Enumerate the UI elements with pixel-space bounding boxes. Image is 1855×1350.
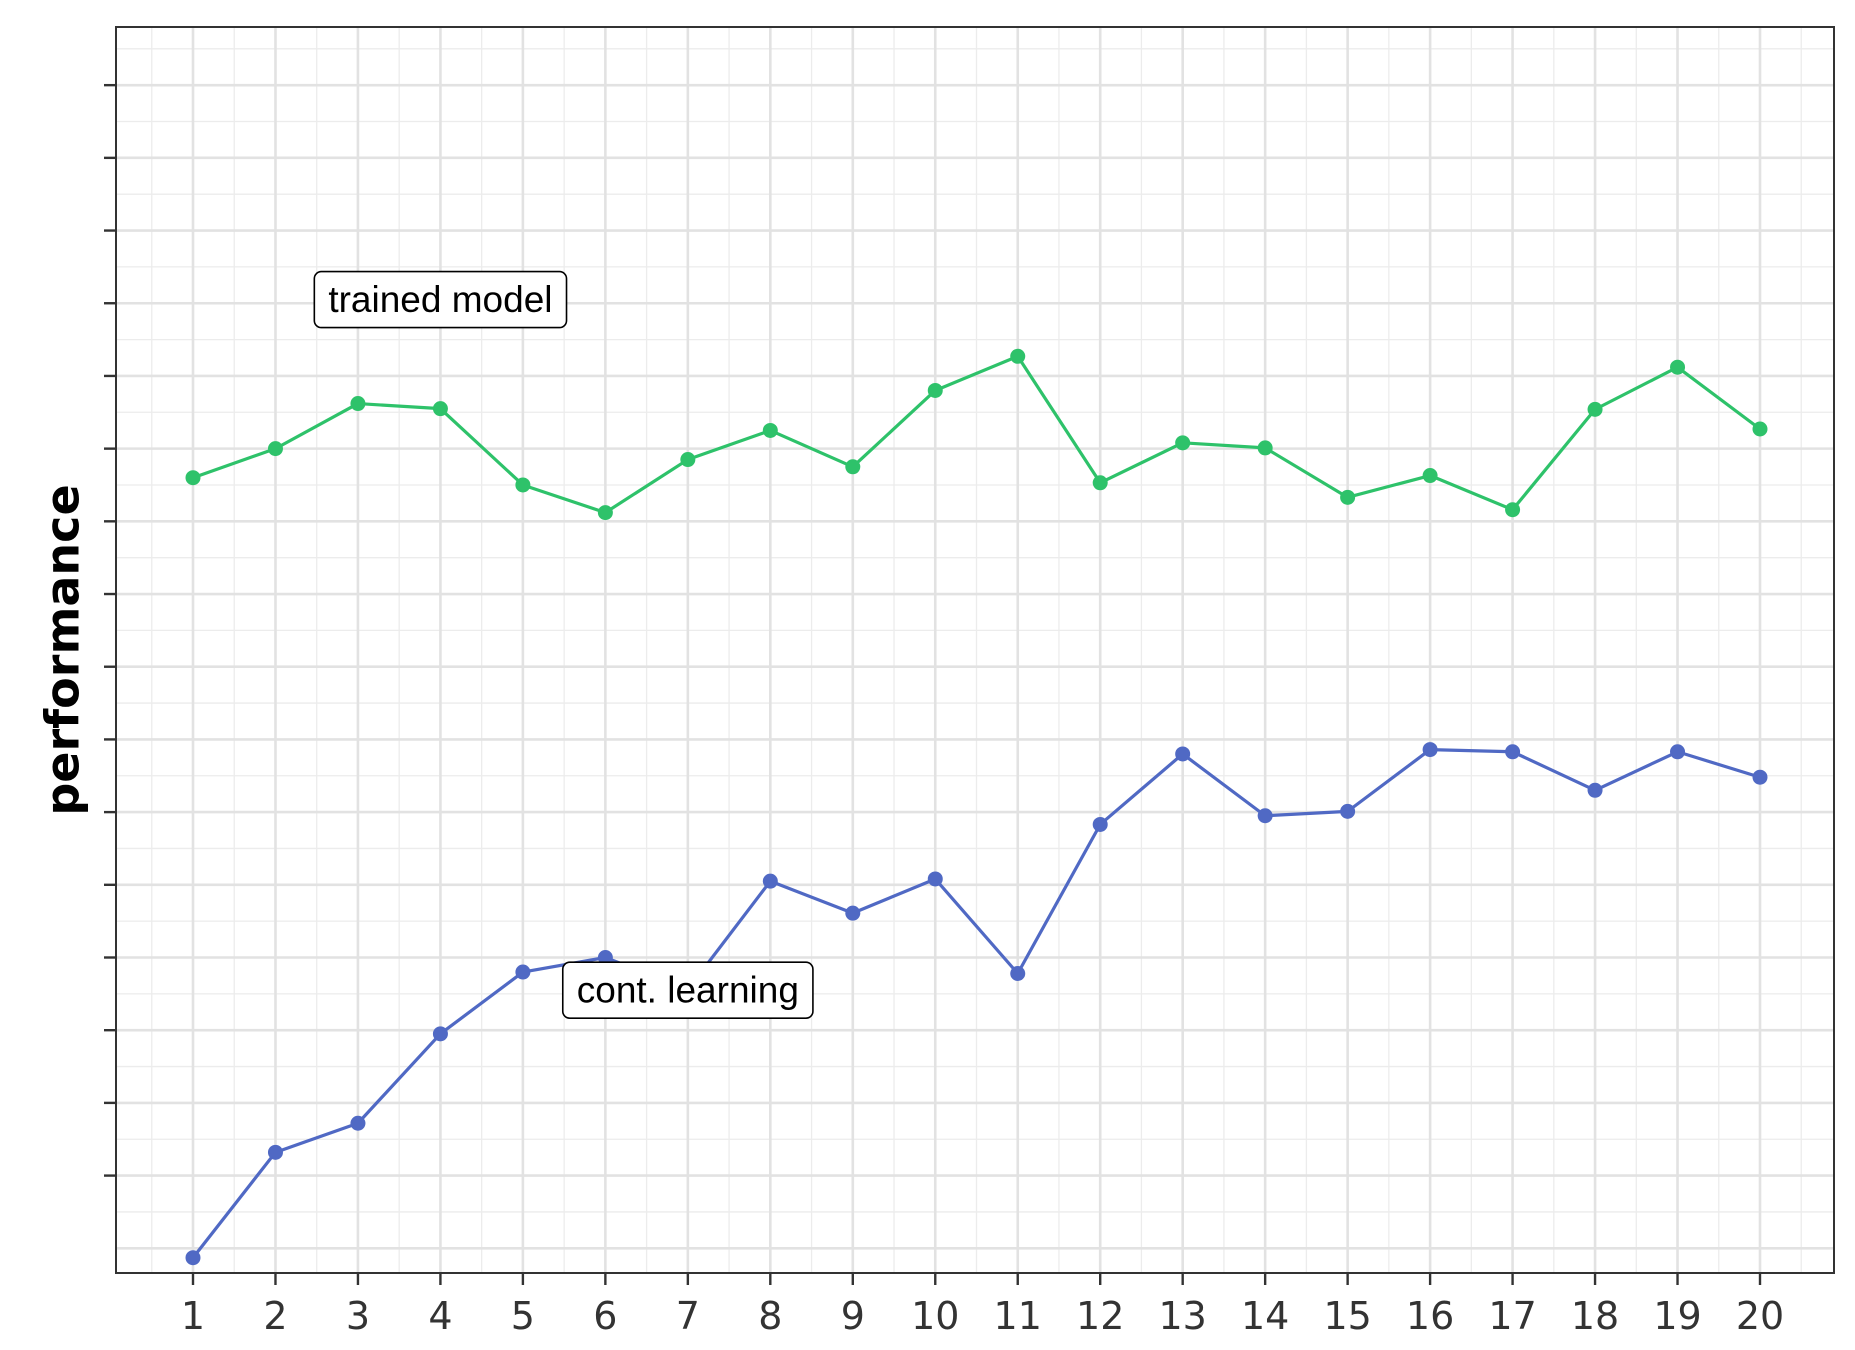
series-trained <box>185 348 1768 521</box>
data-point-trained <box>1505 502 1521 518</box>
x-tick-label: 2 <box>263 1294 287 1338</box>
data-point-trained <box>762 422 778 438</box>
y-axis-title: performance <box>36 484 90 815</box>
grid <box>116 27 1834 1273</box>
data-point-cont <box>1505 744 1521 760</box>
data-point-trained <box>515 477 531 493</box>
x-tick-label: 17 <box>1488 1294 1536 1338</box>
x-tick-label: 8 <box>758 1294 782 1338</box>
data-point-trained <box>1752 421 1768 437</box>
data-point-trained <box>597 505 613 521</box>
data-point-cont <box>267 1144 283 1160</box>
data-point-cont <box>1752 769 1768 785</box>
data-point-trained <box>1257 440 1273 456</box>
annotation-box <box>561 961 814 1020</box>
data-point-cont <box>1175 746 1191 762</box>
x-tick-label: 18 <box>1571 1294 1619 1338</box>
data-point-trained <box>845 459 861 475</box>
x-tick-label: 19 <box>1653 1294 1701 1338</box>
x-tick-label: 16 <box>1406 1294 1454 1338</box>
x-tick-label: 5 <box>511 1294 535 1338</box>
series-line-cont <box>191 747 1761 1259</box>
data-point-cont <box>1010 965 1026 981</box>
data-point-trained <box>1670 359 1686 375</box>
annotations: trained model cont. learning <box>313 270 814 1020</box>
x-tick-label: 20 <box>1736 1294 1784 1338</box>
plot-panel <box>116 27 1834 1273</box>
annotation-label: cont. learning <box>577 970 799 1011</box>
annotation-trained: trained model <box>313 270 568 329</box>
x-tick-label: 4 <box>428 1294 452 1338</box>
data-point-cont <box>1257 808 1273 824</box>
data-point-cont <box>1670 744 1686 760</box>
x-tick-label: 13 <box>1159 1294 1207 1338</box>
data-point-trained <box>680 452 696 468</box>
x-tick-label: 15 <box>1323 1294 1371 1338</box>
data-point-cont <box>432 1026 448 1042</box>
data-point-cont <box>597 950 613 966</box>
data-point-trained <box>1587 401 1603 417</box>
data-point-cont <box>350 1115 366 1131</box>
data-point-trained <box>350 396 366 412</box>
data-point-cont <box>1092 816 1108 832</box>
annotation-label: trained model <box>328 279 552 320</box>
data-point-trained <box>267 441 283 457</box>
data-point-cont <box>1422 742 1438 758</box>
data-point-trained <box>185 470 201 486</box>
axes: 1 2 3 4 5 6 7 8 9 10 11 12 13 14 15 16 17 18 19 20 <box>104 83 1784 1338</box>
plot-border <box>115 26 1835 1274</box>
x-tick-label: 9 <box>841 1294 865 1338</box>
series <box>185 348 1768 1266</box>
data-point-cont <box>1340 803 1356 819</box>
x-tick-label: 7 <box>676 1294 700 1338</box>
data-point-trained <box>1175 435 1191 451</box>
data-point-trained <box>1092 475 1108 491</box>
series-line-trained <box>192 354 1761 515</box>
x-tick-label: 6 <box>593 1294 617 1338</box>
data-point-cont <box>1587 782 1603 798</box>
data-point-trained <box>1010 348 1026 364</box>
data-point-trained <box>927 382 943 398</box>
data-point-trained <box>432 401 448 417</box>
x-tick-label: 11 <box>994 1294 1042 1338</box>
x-tick-label: 12 <box>1076 1294 1124 1338</box>
data-point-cont <box>927 871 943 887</box>
x-tick-label: 1 <box>181 1294 205 1338</box>
annotation-box <box>313 270 568 329</box>
data-point-cont <box>185 1250 201 1266</box>
data-point-cont <box>845 905 861 921</box>
data-point-cont <box>515 964 531 980</box>
annotation-cont: cont. learning <box>561 961 814 1020</box>
data-point-trained <box>1340 489 1356 505</box>
x-tick-label: 14 <box>1241 1294 1289 1338</box>
data-point-trained <box>1422 468 1438 484</box>
data-point-cont <box>762 873 778 889</box>
series-cont <box>185 742 1768 1266</box>
x-tick-label: 3 <box>346 1294 370 1338</box>
x-tick-label: 10 <box>911 1294 959 1338</box>
